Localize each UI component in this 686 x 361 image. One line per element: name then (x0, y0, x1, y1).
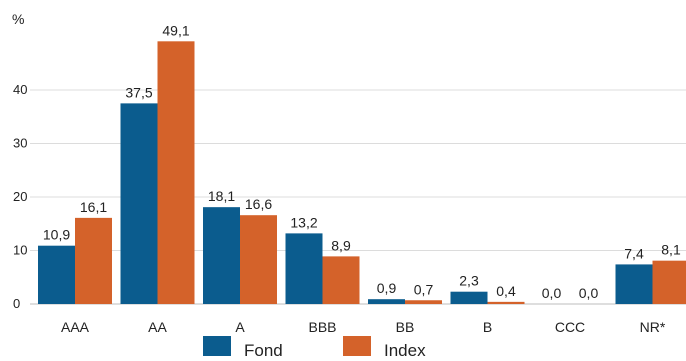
x-category-label: BB (396, 319, 415, 335)
legend-item-index: Index (343, 336, 426, 356)
bar-fond-bb (368, 299, 405, 304)
bar-fond-bbb (286, 233, 323, 304)
bar-index-aa (158, 41, 195, 304)
data-label: 16,1 (80, 199, 107, 215)
bar-fond-aaa (38, 246, 75, 304)
legend: Fond Index (203, 336, 426, 356)
x-category-label: NR* (640, 319, 666, 335)
data-label: 18,1 (208, 188, 235, 204)
y-axis-ticks: 0 10 20 30 40 (13, 82, 27, 311)
bar-fond-b (451, 292, 488, 304)
legend-swatch-index (343, 336, 371, 356)
data-label: 49,1 (162, 22, 189, 38)
bar-index-nr (653, 261, 686, 304)
data-label: 8,1 (661, 242, 681, 258)
x-category-label: BBB (308, 319, 336, 335)
x-category-label: CCC (555, 319, 585, 335)
bar-index-bb (405, 300, 442, 304)
data-label: 10,9 (43, 227, 70, 243)
legend-label-fond: Fond (244, 341, 283, 356)
x-category-label: B (483, 319, 492, 335)
data-label: 8,9 (331, 237, 351, 253)
y-tick-label: 30 (13, 136, 27, 151)
data-label: 0,0 (542, 285, 562, 301)
bar-fond-aa (121, 103, 158, 304)
y-tick-label: 20 (13, 189, 27, 204)
data-label: 7,4 (624, 245, 644, 261)
data-label: 0,7 (414, 281, 434, 297)
y-tick-label: 40 (13, 82, 27, 97)
bar-index-b (488, 302, 525, 304)
legend-label-index: Index (384, 341, 426, 356)
data-label: 13,2 (290, 214, 317, 230)
bar-fond-nr (616, 264, 653, 304)
data-label: 2,3 (459, 273, 479, 289)
y-axis-unit-label: % (12, 11, 24, 27)
bar-index-aaa (75, 218, 112, 304)
y-tick-label: 0 (13, 296, 20, 311)
bars (38, 41, 686, 304)
bar-index-bbb (323, 256, 360, 304)
data-label: 0,0 (579, 285, 599, 301)
bar-fond-a (203, 207, 240, 304)
data-label: 37,5 (125, 84, 152, 100)
data-label: 0,4 (496, 283, 516, 299)
data-label: 16,6 (245, 196, 272, 212)
x-category-label: AA (148, 319, 167, 335)
x-category-label: A (235, 319, 245, 335)
y-tick-label: 10 (13, 243, 27, 258)
bar-index-a (240, 215, 277, 304)
x-category-label: AAA (61, 319, 90, 335)
data-label: 0,9 (377, 280, 397, 296)
legend-item-fond: Fond (203, 336, 283, 356)
legend-swatch-fond (203, 336, 231, 356)
